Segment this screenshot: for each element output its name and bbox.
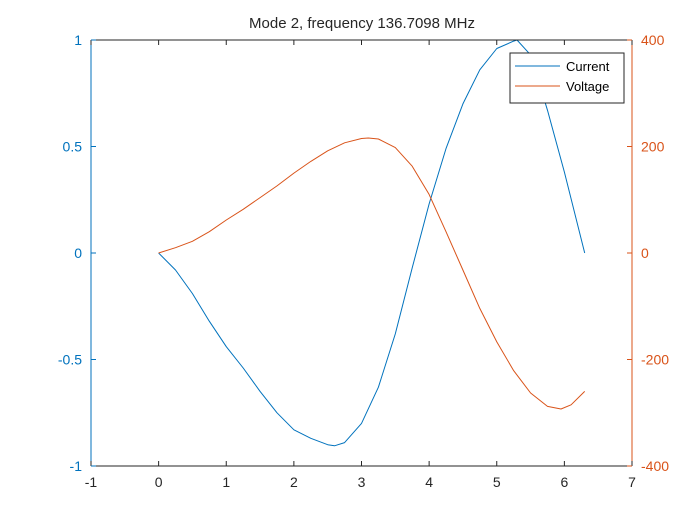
y-right-tick-label: 400 [641, 32, 665, 48]
y-right-tick-label: 200 [641, 139, 665, 155]
x-tick-label: -1 [85, 474, 98, 490]
legend-entry-voltage[interactable]: Voltage [515, 79, 609, 94]
plot-area [91, 40, 632, 466]
x-tick-label: 4 [425, 474, 433, 490]
x-tick-label: 3 [358, 474, 366, 490]
y-left-tick-label: -1 [70, 458, 83, 474]
x-tick-label: 1 [222, 474, 230, 490]
x-tick-label: 7 [628, 474, 636, 490]
legend-box [509, 52, 625, 104]
series-line-voltage [158, 137, 586, 410]
y-right-tick-label: -200 [641, 352, 669, 368]
y-right-tick-label: -400 [641, 458, 669, 474]
y-left-tick-label: 1 [74, 32, 82, 48]
x-tick-label: 2 [290, 474, 298, 490]
chart-title: Mode 2, frequency 136.7098 MHz [249, 15, 475, 32]
axes-layer: -1 0 1 2 3 4 5 6 7 -1 -0.5 0 0.5 1 -400 -200 0 200 400 [58, 32, 669, 490]
axes-background [91, 40, 632, 466]
y-left-tick-label: 0 [74, 245, 82, 261]
y-left-tick-label: 0.5 [63, 139, 83, 155]
legend-label: Voltage [566, 79, 609, 94]
y-right-tick-label: 0 [641, 245, 649, 261]
x-tick-label: 6 [560, 474, 568, 490]
legend-entry-current[interactable]: Current [515, 59, 610, 74]
series-line-current [158, 39, 586, 447]
y-left-tick-label: -0.5 [58, 352, 82, 368]
x-tick-label: 0 [155, 474, 163, 490]
legend[interactable]: Current Voltage [509, 52, 625, 104]
legend-label: Current [566, 59, 610, 74]
series-layer [158, 39, 586, 447]
x-tick-label: 5 [493, 474, 501, 490]
